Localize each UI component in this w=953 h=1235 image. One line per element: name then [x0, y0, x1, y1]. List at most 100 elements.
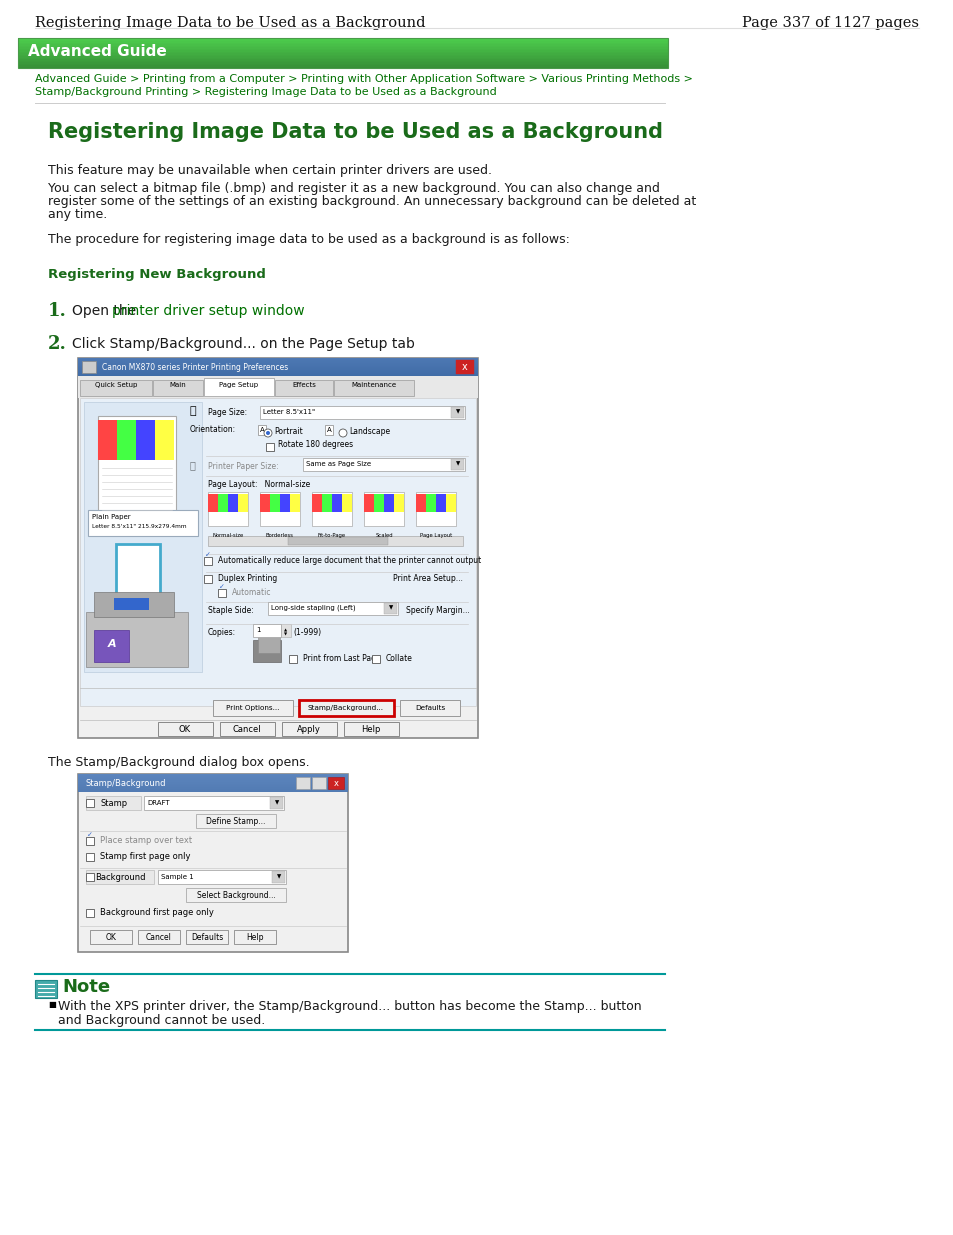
Text: Main: Main	[170, 382, 186, 388]
Text: You can select a bitmap file (.bmp) and register it as a new background. You can: You can select a bitmap file (.bmp) and …	[48, 182, 659, 195]
Bar	[78, 774, 348, 952]
Bar	[94, 592, 173, 618]
Bar	[18, 61, 667, 62]
Bar	[328, 777, 344, 789]
Text: Registering Image Data to be Used as a Background: Registering Image Data to be Used as a B…	[48, 122, 662, 142]
Text: ▲: ▲	[284, 629, 287, 632]
Bar	[260, 492, 299, 526]
Bar	[86, 799, 94, 806]
Bar	[136, 420, 154, 459]
Text: Letter 8.5'x11": Letter 8.5'x11"	[263, 409, 314, 415]
Text: Note: Note	[62, 978, 110, 995]
Bar	[253, 640, 281, 662]
Bar	[204, 378, 274, 396]
Text: Cancel: Cancel	[146, 932, 172, 941]
Text: printer driver setup window: printer driver setup window	[112, 304, 304, 317]
Bar	[208, 492, 248, 526]
Text: Help: Help	[361, 725, 380, 734]
Text: Defaults: Defaults	[191, 932, 223, 941]
Bar	[86, 909, 94, 918]
Text: A: A	[259, 427, 264, 433]
Bar	[18, 40, 667, 41]
Text: Cancel: Cancel	[233, 725, 261, 734]
Bar	[18, 58, 667, 59]
Text: A: A	[326, 427, 331, 433]
Bar	[116, 543, 160, 600]
Bar	[372, 655, 379, 663]
Text: Automatic: Automatic	[232, 588, 272, 597]
Bar	[399, 700, 459, 716]
Bar	[213, 700, 293, 716]
Bar	[322, 494, 332, 513]
Text: Background: Background	[94, 872, 145, 882]
Text: Canon MX870 series Printer Printing Preferences: Canon MX870 series Printer Printing Pref…	[102, 363, 288, 372]
Bar	[18, 46, 667, 47]
Circle shape	[338, 429, 347, 437]
Bar	[384, 603, 396, 614]
Text: The procedure for registering image data to be used as a background is as follow: The procedure for registering image data…	[48, 233, 569, 246]
Bar	[82, 361, 96, 373]
Bar	[18, 67, 667, 68]
Bar	[117, 420, 136, 459]
Bar	[18, 38, 667, 68]
Text: OK: OK	[106, 932, 116, 941]
Bar	[257, 425, 266, 435]
Text: A: A	[108, 638, 116, 650]
Bar	[416, 492, 456, 526]
Circle shape	[266, 431, 270, 435]
Bar	[270, 494, 280, 513]
Text: Background first page only: Background first page only	[100, 908, 213, 918]
Bar	[78, 358, 477, 739]
Text: Place stamp over text: Place stamp over text	[100, 836, 192, 845]
Bar	[451, 459, 463, 471]
Bar	[364, 492, 403, 526]
Bar	[394, 494, 403, 513]
Text: Registering New Background: Registering New Background	[48, 268, 266, 282]
Text: ▼: ▼	[284, 632, 287, 636]
Bar	[88, 510, 198, 536]
Text: DRAFT: DRAFT	[147, 800, 170, 806]
Bar	[344, 722, 398, 736]
Bar	[233, 930, 275, 944]
Bar	[312, 777, 326, 789]
Text: ✓: ✓	[219, 584, 225, 590]
Text: Orientation:: Orientation:	[190, 425, 236, 433]
Text: Effects: Effects	[292, 382, 315, 388]
Text: any time.: any time.	[48, 207, 107, 221]
Bar	[204, 576, 212, 583]
Text: register some of the settings of an existing background. An unnecessary backgrou: register some of the settings of an exis…	[48, 195, 696, 207]
Bar	[18, 54, 667, 56]
Text: With the XPS printer driver, the Stamp/Background... button has become the Stamp: With the XPS printer driver, the Stamp/B…	[58, 1000, 641, 1013]
Bar	[208, 494, 218, 513]
Text: ▼: ▼	[389, 605, 393, 610]
Text: Borderless: Borderless	[266, 534, 294, 538]
Bar	[18, 47, 667, 48]
Bar	[18, 44, 667, 46]
Text: Print Area Setup...: Print Area Setup...	[393, 574, 462, 583]
Text: Staple Side:: Staple Side:	[208, 606, 253, 615]
Bar	[456, 359, 474, 374]
Bar	[436, 494, 446, 513]
Bar	[220, 722, 274, 736]
Text: Specify Margin...: Specify Margin...	[406, 606, 469, 615]
Bar	[270, 797, 283, 809]
Text: 🖨: 🖨	[190, 459, 195, 471]
Bar	[364, 494, 374, 513]
Bar	[18, 52, 667, 53]
Text: Plain Paper: Plain Paper	[91, 514, 131, 520]
Text: Help: Help	[246, 932, 263, 941]
Bar	[78, 375, 477, 398]
Text: Letter 8.5'x11" 215.9x279.4mm: Letter 8.5'x11" 215.9x279.4mm	[91, 524, 187, 529]
Bar	[86, 873, 94, 881]
Text: Stamp/Background...: Stamp/Background...	[308, 705, 384, 711]
Text: The Stamp/Background dialog box opens.: The Stamp/Background dialog box opens.	[48, 756, 310, 769]
Bar	[289, 655, 296, 663]
Bar	[274, 380, 333, 396]
Text: Stamp/Background: Stamp/Background	[86, 778, 167, 788]
Text: Registering Image Data to be Used as a Background: Registering Image Data to be Used as a B…	[35, 16, 425, 30]
Bar	[18, 63, 667, 65]
Bar	[295, 777, 310, 789]
Text: Stamp/Background Printing > Registering Image Data to be Used as a Background: Stamp/Background Printing > Registering …	[35, 86, 497, 98]
Text: 1: 1	[255, 627, 260, 634]
Text: ▼: ▼	[274, 800, 279, 805]
